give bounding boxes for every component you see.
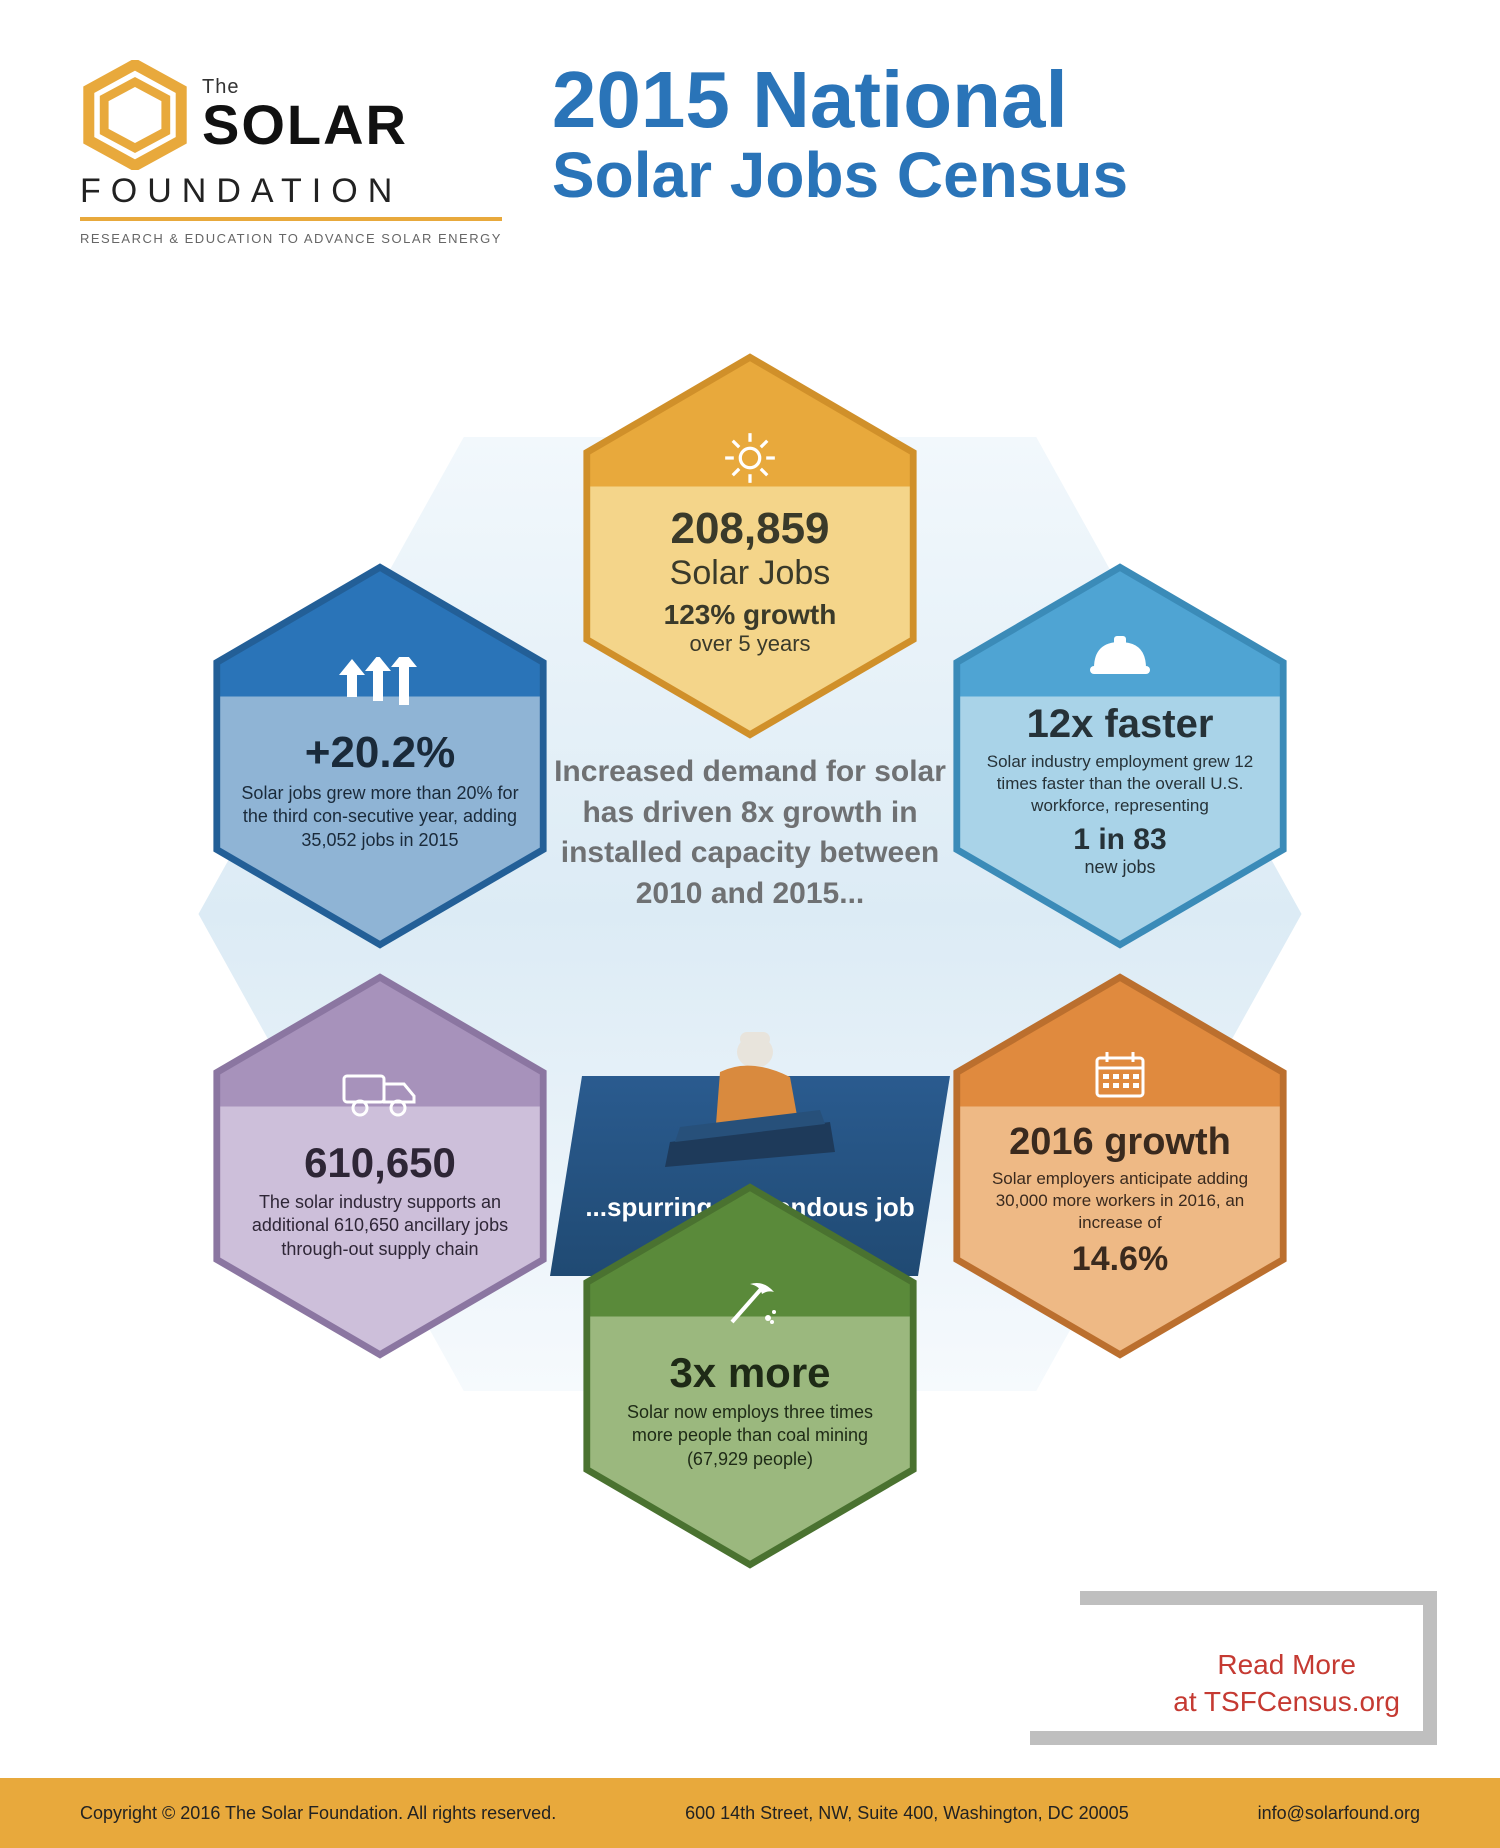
stat: 208,859 <box>670 504 829 554</box>
logo-underline <box>80 217 502 221</box>
footer-address: 600 14th Street, NW, Suite 400, Washingt… <box>685 1803 1129 1824</box>
sun-icon <box>723 418 777 498</box>
extra-bold: 1 in 83 <box>1073 823 1166 857</box>
footer-email[interactable]: info@solarfound.org <box>1258 1803 1420 1824</box>
hex-12x-faster: 12x faster Solar industry employment gre… <box>950 560 1290 952</box>
hex-growth-20pct: +20.2% Solar jobs grew more than 20% for… <box>210 560 550 952</box>
extra-bold: 14.6% <box>1072 1240 1168 1279</box>
stat: 2016 growth <box>1009 1121 1231 1164</box>
header: The SOLAR FOUNDATION RESEARCH & EDUCATIO… <box>0 0 1500 266</box>
extra-bold: 123% growth <box>664 599 837 631</box>
title-line2: Solar Jobs Census <box>552 140 1420 210</box>
desc: Solar employers anticipate adding 30,000… <box>978 1168 1262 1234</box>
footer-copyright: Copyright © 2016 The Solar Foundation. A… <box>80 1803 556 1824</box>
pickaxe-icon <box>720 1263 780 1343</box>
stat: 3x more <box>669 1349 830 1397</box>
logo-tagline: RESEARCH & EDUCATION TO ADVANCE SOLAR EN… <box>80 231 502 246</box>
center-top-text: Increased demand for solar has driven 8x… <box>540 752 960 914</box>
title-line1: 2015 National <box>552 60 1420 140</box>
hex-canvas: Increased demand for solar has driven 8x… <box>0 266 1500 1616</box>
hex-ancillary-jobs: 610,650 The solar industry supports an a… <box>210 970 550 1362</box>
hardhat-icon <box>1088 616 1152 696</box>
readmore-link[interactable]: Read More at TSFCensus.org <box>1173 1647 1400 1720</box>
desc: The solar industry supports an additiona… <box>238 1191 522 1261</box>
arrows-up-icon <box>335 642 425 722</box>
logo-hex-icon <box>80 60 190 170</box>
worker-icon <box>660 1022 840 1172</box>
desc: Solar industry employment grew 12 times … <box>978 751 1262 817</box>
desc: Solar now employs three times more peopl… <box>608 1401 892 1471</box>
logo: The SOLAR FOUNDATION RESEARCH & EDUCATIO… <box>80 60 502 246</box>
extra-plain: new jobs <box>1084 857 1155 878</box>
stat: 12x faster <box>1027 702 1214 747</box>
calendar-icon <box>1093 1035 1147 1115</box>
truck-icon <box>340 1053 420 1133</box>
logo-foundation: FOUNDATION <box>80 172 502 211</box>
stat: 610,650 <box>304 1139 456 1187</box>
logo-solar: SOLAR <box>202 97 408 153</box>
readmore-line2: at TSFCensus.org <box>1173 1684 1400 1720</box>
hex-2016-growth: 2016 growth Solar employers anticipate a… <box>950 970 1290 1362</box>
desc: Solar jobs grew more than 20% for the th… <box>238 782 522 852</box>
sub: Solar Jobs <box>670 554 831 593</box>
hex-3x-more: 3x more Solar now employs three times mo… <box>580 1180 920 1572</box>
page-title: 2015 National Solar Jobs Census <box>552 60 1420 210</box>
extra-plain: over 5 years <box>689 631 810 657</box>
hex-solar-jobs: 208,859 Solar Jobs 123% growth over 5 ye… <box>580 350 920 742</box>
readmore-line1: Read More <box>1173 1647 1400 1683</box>
stat: +20.2% <box>305 728 455 778</box>
footer: Copyright © 2016 The Solar Foundation. A… <box>0 1778 1500 1848</box>
